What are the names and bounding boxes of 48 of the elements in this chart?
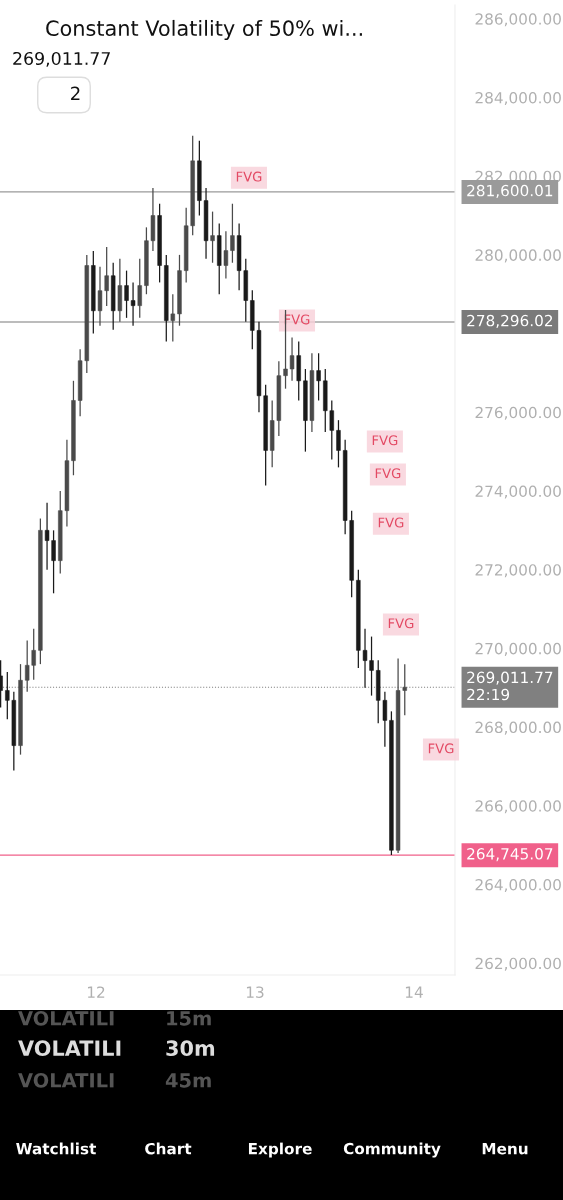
annotation: 2 <box>71 86 80 100</box>
annotation: FVG <box>236 171 262 182</box>
text: VOLATILI <box>18 1072 114 1088</box>
annotation: FVG <box>388 618 414 629</box>
y-tick-label: 276,000.00 <box>475 406 561 420</box>
text: VOLATILI <box>18 1010 114 1026</box>
y-tick-label: 268,000.00 <box>475 721 561 735</box>
y-tick-label: 264,000.00 <box>475 878 561 893</box>
annotation: FVG <box>378 517 404 528</box>
x-tick-label: 12 <box>87 986 105 998</box>
candlestick <box>124 269 129 319</box>
x-tick-label: 13 <box>246 986 264 998</box>
text: 269,011.77 <box>13 51 110 67</box>
candlestick <box>316 352 321 402</box>
y-tick-label: 272,000.00 <box>475 564 561 578</box>
candlestick <box>137 258 142 319</box>
text: Constant Volatility of 50% wi... <box>46 19 362 41</box>
text: 30m <box>166 1040 215 1057</box>
candlestick <box>230 203 235 264</box>
annotation: FVG <box>372 435 398 446</box>
candlestick <box>130 281 136 327</box>
y-tick-label: 262,000.00 <box>475 957 561 971</box>
x-tick-label: 14 <box>405 986 423 998</box>
text: 15m <box>167 1011 211 1026</box>
y-tick-label: 266,000.00 <box>475 800 561 814</box>
ref-line-label: 281,600.01 <box>467 184 553 198</box>
annotation: FVG <box>428 743 454 754</box>
text: Chart <box>145 1142 192 1155</box>
y-tick-label: 270,000.00 <box>475 642 561 656</box>
candlestick <box>223 230 229 280</box>
candlestick <box>170 293 175 343</box>
ref-line-label: 278,296.02 <box>467 314 553 328</box>
ref-line-label: 269,011.77 22:19 <box>467 671 553 701</box>
text: VOLATILI <box>18 1040 121 1057</box>
candlestick <box>210 210 215 264</box>
text: Explore <box>248 1142 312 1158</box>
candlestick <box>0 659 3 709</box>
y-tick-label: 286,000.00 <box>475 13 561 27</box>
y-tick-label: 280,000.00 <box>475 249 561 263</box>
annotation: FVG <box>375 468 401 479</box>
text: 45m <box>165 1073 211 1088</box>
y-tick-label: 274,000.00 <box>475 485 561 499</box>
ref-line-label: 264,745.07 <box>467 848 553 862</box>
text: Watchlist <box>16 1142 97 1155</box>
candlestick <box>336 419 341 468</box>
y-tick-label: 284,000.00 <box>475 91 561 106</box>
text: Community <box>343 1142 441 1158</box>
text: Menu <box>482 1143 528 1155</box>
